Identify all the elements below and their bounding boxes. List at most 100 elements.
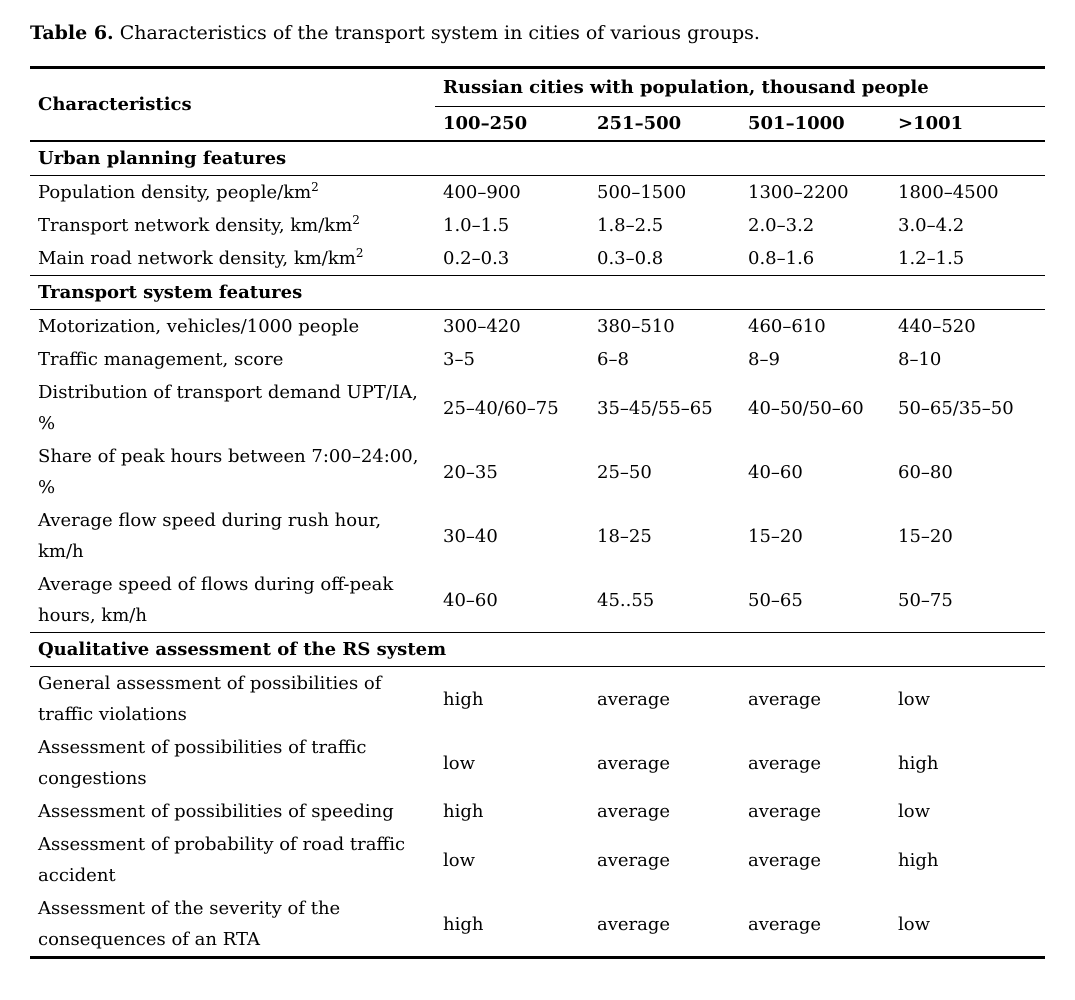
column-header: 251–500 [589, 106, 740, 142]
value-cell: 15–20 [898, 525, 953, 547]
value-cell: 3.0–4.2 [898, 215, 965, 236]
value-cell: 8–10 [898, 349, 942, 370]
value-cell: high [898, 752, 939, 774]
table-caption-label: Table 6. [30, 22, 114, 44]
value-cell: low [898, 801, 931, 822]
row-label: Average flow speed during rush hour, km/… [38, 510, 382, 562]
table-row: Assessment of the severity of the conseq… [30, 892, 1045, 958]
table-row: Assessment of possibilities of traffic c… [30, 731, 1045, 795]
value-cell: 380–510 [597, 316, 675, 337]
value-cell: 8–9 [748, 349, 780, 370]
superscript: 2 [352, 213, 360, 227]
value-cell: average [597, 849, 671, 871]
value-cell: 1300–2200 [748, 182, 849, 203]
section-header: Urban planning features [30, 140, 1046, 176]
column-group-header: Russian cities with population, thousand… [435, 67, 1046, 107]
table-row: Assessment of probability of road traffi… [30, 828, 1045, 892]
value-cell: average [597, 913, 671, 935]
table-body: Urban planning features Population densit… [30, 140, 1046, 958]
value-cell: average [597, 752, 671, 774]
value-cell: low [898, 688, 931, 710]
row-label: Share of peak hours between 7:00–24:00, … [38, 446, 419, 498]
row-label: Assessment of probability of road traffi… [38, 834, 406, 886]
superscript: 2 [311, 180, 319, 194]
value-cell: 2.0–3.2 [748, 215, 815, 236]
section-header: Transport system features [30, 275, 1046, 310]
section-header: Qualitative assessment of the RS system [30, 632, 1046, 667]
value-cell: 45..55 [597, 589, 655, 611]
table-row: Average flow speed during rush hour, km/… [30, 504, 1045, 568]
table-row: Population density, people/km2 400–900 500… [30, 176, 1045, 210]
value-cell: 6–8 [597, 349, 629, 370]
section-header-row: Qualitative assessment of the RS system [30, 632, 1046, 667]
table-row: Motorization, vehicles/1000 people 300–42… [30, 310, 1045, 344]
table-row: Share of peak hours between 7:00–24:00, … [30, 440, 1045, 504]
value-cell: 400–900 [443, 182, 521, 203]
value-cell: 1800–4500 [898, 182, 999, 203]
value-cell: low [443, 849, 476, 871]
row-label: Traffic management, score [38, 349, 284, 370]
row-label: Main road network density, km/km2 [38, 246, 364, 269]
value-cell: high [443, 913, 484, 935]
value-cell: 50–65 [748, 589, 803, 611]
value-cell: 60–80 [898, 461, 953, 483]
table-row: Main road network density, km/km2 0.2–0.3… [30, 242, 1045, 276]
value-cell: low [898, 913, 931, 935]
transport-characteristics-table: Characteristics Russian cities with popu… [30, 66, 1046, 959]
value-cell: 0.2–0.3 [443, 248, 510, 269]
value-cell: average [597, 688, 671, 710]
row-label: Assessment of possibilities of traffic c… [38, 737, 367, 789]
column-header: >1001 [890, 106, 1046, 142]
value-cell: 1.2–1.5 [898, 248, 965, 269]
value-cell: 460–610 [748, 316, 826, 337]
superscript: 2 [355, 246, 364, 260]
value-cell: 3–5 [443, 349, 475, 370]
value-cell: average [748, 688, 822, 710]
value-cell: 1.0–1.5 [443, 215, 510, 236]
value-cell: 1.8–2.5 [597, 215, 664, 236]
column-header: 501–1000 [740, 106, 890, 142]
value-cell: 0.3–0.8 [597, 248, 664, 269]
value-cell: 25–50 [597, 461, 652, 483]
value-cell: high [898, 849, 939, 871]
column-header-row: 100–250 251–500 501–1000 >1001 [30, 106, 1046, 142]
value-cell: average [748, 801, 822, 822]
section-header-row: Transport system features [30, 275, 1046, 310]
table-caption-text: Characteristics of the transport system … [119, 22, 760, 44]
value-cell: average [597, 801, 671, 822]
value-cell: 40–60 [748, 461, 803, 483]
value-cell: average [748, 849, 822, 871]
row-label: General assessment of possibilities of t… [38, 673, 382, 725]
value-cell: 40–50/50–60 [748, 397, 864, 419]
table-row: Traffic management, score 3–5 6–8 8–9 8–10 [30, 343, 1045, 376]
value-cell: 50–75 [898, 589, 953, 611]
table-row: Average speed of flows during off-peak h… [30, 568, 1045, 633]
value-cell: 40–60 [443, 589, 498, 611]
table-row: Distribution of transport demand UPT/IA,… [30, 376, 1045, 440]
group-header-row: Characteristics Russian cities with popu… [30, 67, 1046, 142]
row-label: Transport network density, km/km2 [38, 213, 360, 236]
table-row: General assessment of possibilities of t… [30, 667, 1045, 732]
value-cell: high [443, 688, 484, 710]
value-cell: 440–520 [898, 316, 976, 337]
value-cell: average [748, 913, 822, 935]
column-header: 100–250 [435, 106, 589, 142]
value-cell: 0.8–1.6 [748, 248, 815, 269]
value-cell: 300–420 [443, 316, 521, 337]
table-header: Characteristics Russian cities with popu… [30, 67, 1046, 142]
row-label: Average speed of flows during off-peak h… [38, 574, 394, 626]
value-cell: 25–40/60–75 [443, 397, 559, 419]
row-label: Population density, people/km2 [38, 180, 319, 203]
value-cell: average [748, 752, 822, 774]
row-label: Distribution of transport demand UPT/IA,… [38, 382, 418, 434]
value-cell: low [443, 752, 476, 774]
value-cell: high [443, 801, 484, 822]
value-cell: 35–45/55–65 [597, 397, 713, 419]
value-cell: 50–65/35–50 [898, 397, 1014, 419]
value-cell: 18–25 [597, 525, 652, 547]
table-row: Assessment of possibilities of speeding h… [30, 795, 1045, 828]
value-cell: 30–40 [443, 525, 498, 547]
row-label: Motorization, vehicles/1000 people [38, 316, 360, 337]
section-header-row: Urban planning features [30, 140, 1046, 176]
